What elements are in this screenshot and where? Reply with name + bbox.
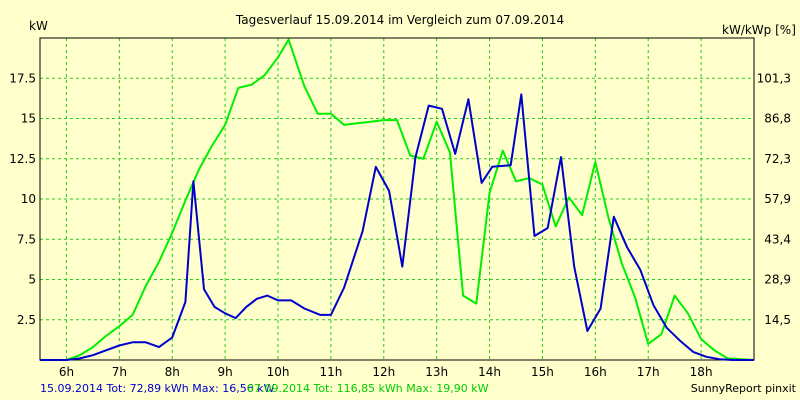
- x-tick-label: 11h: [319, 365, 342, 379]
- y-tick-label-right: 101,3: [757, 71, 791, 85]
- y-tick-label-left: 5: [28, 273, 36, 287]
- x-tick-label: 10h: [267, 365, 290, 379]
- y-axis-right-label: kW/kWp [%]: [722, 23, 796, 37]
- x-tick-label: 8h: [165, 365, 180, 379]
- y-axis-left-label: kW: [29, 19, 48, 33]
- y-tick-label-left: 15: [21, 112, 36, 126]
- y-tick-label-left: 7.5: [17, 232, 36, 246]
- grid: [40, 38, 754, 360]
- y-tick-label-right: 43,4: [764, 232, 791, 246]
- credit-text: SunnyReport pinxit: [691, 382, 797, 395]
- y-tick-label-right: 14,5: [764, 313, 791, 327]
- x-tick-label: 17h: [637, 365, 660, 379]
- x-tick-label: 7h: [112, 365, 127, 379]
- y-axis-right-ticks: 14,5 28,9 43,4 57,9 72,3 86,8 101,3: [757, 71, 791, 327]
- chart-title: Tagesverlauf 15.09.2014 im Vergleich zum…: [235, 13, 564, 27]
- x-tick-label: 6h: [59, 365, 74, 379]
- y-tick-label-right: 72,3: [764, 152, 791, 166]
- x-axis-ticks: 6h 7h 8h 9h 10h 11h 12h 13h 14h 15h 16h 17h 18h: [59, 365, 713, 379]
- x-tick-label: 9h: [217, 365, 232, 379]
- legend-series-1: 15.09.2014 Tot: 72,89 kWh Max: 16,56 kW: [40, 382, 275, 395]
- y-tick-label-left: 12.5: [9, 152, 36, 166]
- y-tick-label-right: 28,9: [764, 273, 791, 287]
- y-tick-label-right: 57,9: [764, 192, 791, 206]
- legend-series-2: 07.09.2014 Tot: 116,85 kWh Max: 19,90 kW: [247, 382, 489, 395]
- x-tick-label: 16h: [584, 365, 607, 379]
- x-tick-label: 14h: [478, 365, 501, 379]
- plot-frame: [39, 37, 755, 361]
- y-tick-label-right: 86,8: [764, 112, 791, 126]
- series-line-1: [40, 93, 754, 361]
- series-line-2: [40, 38, 755, 361]
- y-tick-label-left: 2.5: [17, 313, 36, 327]
- y-axis-left-ticks: 2.5 5 7.5 10 12.5 15 17.5: [9, 71, 36, 327]
- x-tick-label: 18h: [690, 365, 713, 379]
- y-tick-label-left: 17.5: [9, 71, 36, 85]
- x-tick-label: 12h: [372, 365, 395, 379]
- series-lines: [40, 38, 755, 361]
- x-tick-label: 15h: [531, 365, 554, 379]
- y-tick-label-left: 10: [21, 192, 36, 206]
- x-tick-label: 13h: [425, 365, 448, 379]
